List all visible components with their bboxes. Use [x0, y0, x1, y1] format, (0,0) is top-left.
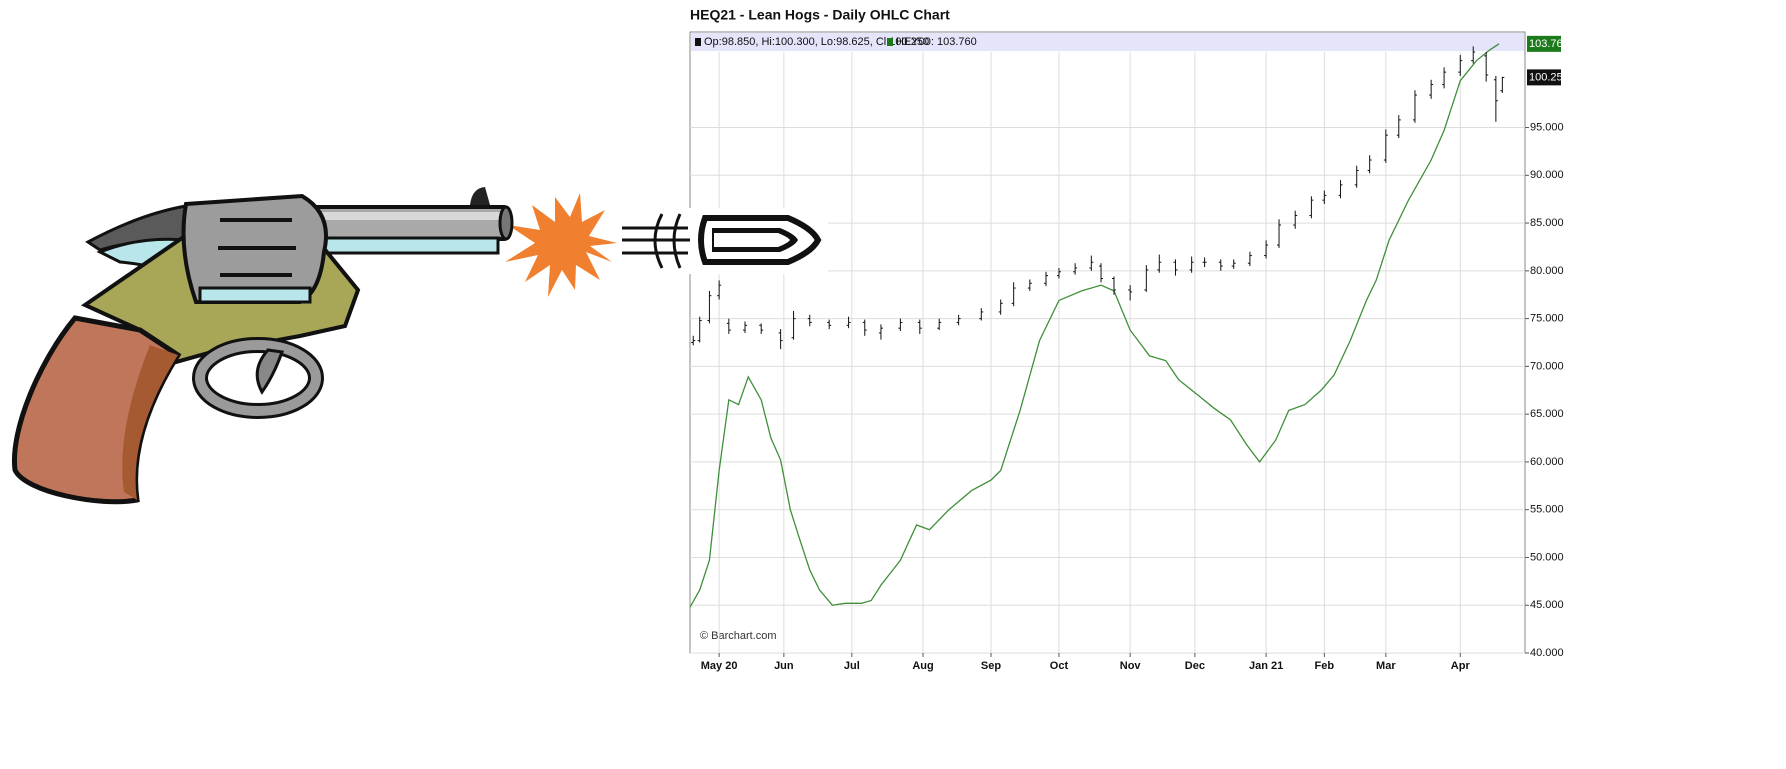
legend-label: HEY00: 103.760: [896, 36, 977, 48]
plot-area: [689, 31, 1526, 654]
last-value-tag: [1527, 69, 1561, 86]
y-tick-label: 75.000: [1530, 313, 1564, 325]
y-tick-label: 40.000: [1530, 647, 1564, 659]
y-tick-label: 45.000: [1530, 599, 1564, 611]
x-tick-label: Aug: [912, 660, 933, 672]
last-value-label: 100.250: [1529, 71, 1569, 83]
chart-title: HEQ21 - Lean Hogs - Daily OHLC Chart: [690, 7, 950, 23]
x-tick-label: Sep: [981, 660, 1001, 672]
y-tick-label: 65.000: [1530, 408, 1564, 420]
x-tick-label: Dec: [1185, 660, 1205, 672]
legend-label: Op:98.850, Hi:100.300, Lo:98.625, Cl:100…: [704, 36, 929, 48]
y-tick-label: 50.000: [1530, 551, 1564, 563]
x-tick-label: Nov: [1120, 660, 1142, 672]
x-tick-label: Mar: [1376, 660, 1396, 672]
y-tick-label: 80.000: [1530, 265, 1564, 277]
line: [689, 43, 1500, 608]
x-tick-label: May 20: [701, 660, 738, 672]
y-tick-label: 95.000: [1530, 121, 1564, 133]
x-tick-label: Jul: [844, 660, 860, 672]
y-tick-label: 85.000: [1530, 217, 1564, 229]
y-tick-label: 55.000: [1530, 504, 1564, 516]
watermark: © Barchart.com: [700, 630, 777, 642]
x-tick-label: Feb: [1315, 660, 1335, 672]
y-tick-label: 60.000: [1530, 456, 1564, 468]
x-tick-label: Oct: [1050, 660, 1069, 672]
x-tick-label: Jan 21: [1249, 660, 1283, 672]
legend-swatch: [695, 38, 701, 46]
x-tick-label: Jun: [774, 660, 794, 672]
legend-band: [691, 33, 1524, 51]
y-tick-label: 90.000: [1530, 169, 1564, 181]
last-value-label: 103.760: [1529, 38, 1569, 50]
last-value-tag: [1527, 35, 1561, 52]
legend-swatch: [887, 38, 893, 46]
x-tick-label: Apr: [1451, 660, 1471, 672]
y-tick-label: 70.000: [1530, 360, 1564, 372]
